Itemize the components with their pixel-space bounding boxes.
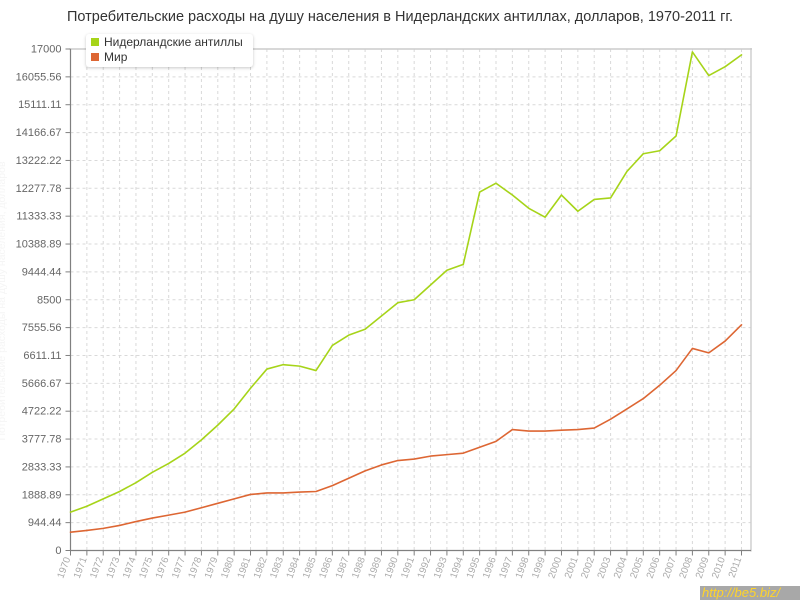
svg-text:15111.11: 15111.11 xyxy=(18,99,61,111)
svg-text:944.44: 944.44 xyxy=(28,517,62,529)
svg-text:6611.11: 6611.11 xyxy=(23,350,61,362)
svg-text:5666.67: 5666.67 xyxy=(22,378,62,390)
svg-text:8500: 8500 xyxy=(37,294,61,306)
svg-text:12277.78: 12277.78 xyxy=(16,183,62,195)
svg-text:9444.44: 9444.44 xyxy=(22,266,62,278)
svg-text:14166.67: 14166.67 xyxy=(16,127,62,139)
svg-text:17000: 17000 xyxy=(31,44,62,56)
svg-text:0: 0 xyxy=(55,545,61,557)
svg-text:11333.33: 11333.33 xyxy=(16,211,61,223)
svg-text:1888.89: 1888.89 xyxy=(22,489,62,501)
svg-text:10388.89: 10388.89 xyxy=(16,239,62,251)
svg-text:3777.78: 3777.78 xyxy=(22,434,62,446)
svg-text:13222.22: 13222.22 xyxy=(16,155,62,167)
svg-text:7555.56: 7555.56 xyxy=(22,322,62,334)
svg-text:2833.33: 2833.33 xyxy=(22,461,62,473)
svg-text:4722.22: 4722.22 xyxy=(22,406,62,418)
svg-text:16055.56: 16055.56 xyxy=(16,71,62,83)
